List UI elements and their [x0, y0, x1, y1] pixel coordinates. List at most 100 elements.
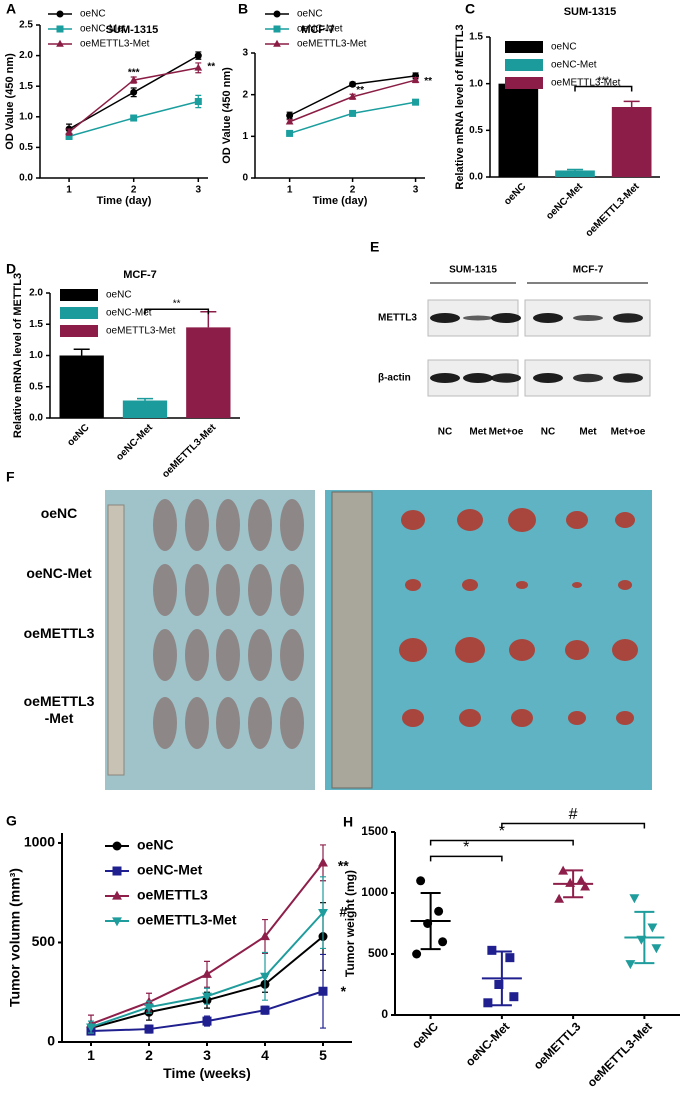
mouse	[248, 629, 272, 681]
marker	[56, 25, 64, 33]
marker	[144, 1024, 154, 1034]
marker	[349, 109, 357, 117]
band	[430, 313, 460, 323]
annotation: ***	[128, 67, 140, 78]
band	[491, 313, 521, 323]
mouse	[216, 499, 240, 551]
y-tick-label: 0.0	[29, 413, 43, 424]
mouse	[216, 697, 240, 749]
legend-label: oeNC	[106, 290, 132, 301]
group-label: MCF-7	[573, 265, 604, 276]
legend-label: oeMETTL3	[137, 887, 208, 903]
band	[573, 373, 603, 383]
mouse	[185, 697, 209, 749]
mice	[153, 499, 304, 749]
band	[463, 315, 493, 321]
marker	[202, 968, 212, 978]
legend-label: oeMETTL3-Met	[80, 39, 150, 50]
marker	[130, 88, 138, 96]
x-tick-label: oeMETTL3	[531, 1019, 584, 1072]
y-tick-label: 1000	[24, 834, 55, 850]
annotation: **	[356, 85, 364, 96]
y-tick-label: 1500	[361, 824, 388, 838]
x-axis-label: Time (day)	[313, 195, 368, 207]
x-axis-label: Time (weeks)	[163, 1065, 251, 1081]
band	[430, 373, 460, 383]
y-tick-label: 1.0	[469, 78, 483, 89]
tumor	[615, 512, 635, 528]
x-tick-label: oeMETTL3-Met	[160, 422, 219, 481]
marker	[194, 98, 202, 105]
band	[533, 313, 563, 323]
lane-label: Met	[579, 427, 597, 438]
mouse	[280, 499, 304, 551]
y-tick-label: 2.5	[19, 20, 33, 31]
marker	[260, 1005, 270, 1015]
significance: *	[499, 823, 505, 840]
y-tick-label: 0.5	[19, 142, 33, 153]
y-tick-label: 2	[242, 89, 248, 100]
marker	[202, 992, 212, 1002]
annotation: **	[207, 61, 215, 72]
mouse	[216, 629, 240, 681]
marker	[565, 877, 576, 887]
mouse	[185, 564, 209, 616]
y-axis-label: Tumor weight (mg)	[343, 870, 357, 977]
x-tick-label: 2	[350, 185, 356, 196]
band	[613, 373, 643, 383]
chart-title: MCF-7	[301, 24, 335, 36]
bar	[122, 400, 168, 418]
x-tick-label: oeNC	[65, 422, 91, 448]
lane-label: Met+oe	[611, 427, 646, 438]
axes	[254, 53, 425, 179]
marker	[434, 906, 444, 916]
error-bar	[137, 397, 153, 401]
mouse	[153, 629, 177, 681]
y-tick-label: 3	[242, 48, 248, 59]
marker	[349, 80, 357, 88]
significance: *	[463, 839, 469, 856]
chart-title: MCF-7	[123, 269, 157, 281]
significance: **	[173, 298, 181, 309]
y-tick-label: 1.5	[19, 81, 33, 92]
significance: #	[569, 806, 578, 823]
marker	[509, 992, 519, 1002]
marker	[348, 92, 357, 100]
panel-letter: D	[6, 261, 16, 277]
marker	[130, 114, 138, 122]
band	[463, 373, 493, 383]
marker	[260, 931, 270, 941]
marker	[112, 917, 122, 927]
tumor	[405, 579, 421, 591]
legend-swatch	[60, 289, 98, 301]
marker	[576, 875, 587, 885]
y-tick-label: 1000	[361, 885, 388, 899]
ruler	[107, 504, 125, 776]
x-tick-label: 1	[66, 185, 72, 196]
marker	[483, 998, 493, 1008]
marker	[487, 945, 497, 955]
legend-label: oeNC	[551, 42, 577, 53]
tumors	[399, 508, 638, 727]
panel-letter: B	[238, 1, 248, 17]
marker	[194, 63, 203, 71]
x-tick-label: oeNC-Met	[114, 422, 155, 463]
annotation: **	[424, 76, 432, 87]
lane-label: Met+oe	[489, 427, 524, 438]
tumor	[618, 580, 632, 590]
x-tick-label: oeMETTL3-Met	[584, 181, 643, 240]
x-tick-label: 4	[261, 1047, 269, 1063]
group-label: SUM-1315	[449, 265, 497, 276]
tumor	[565, 640, 589, 660]
y-tick-label: 2.0	[29, 288, 43, 299]
panel-letter: E	[370, 239, 379, 255]
legend-swatch	[505, 41, 543, 53]
bracket	[501, 822, 646, 829]
tumor	[572, 582, 582, 588]
x-tick-label: oeNC-Met	[544, 181, 585, 222]
marker	[438, 937, 448, 947]
marker	[273, 39, 281, 47]
panel-letter: G	[6, 813, 17, 829]
y-tick-label: 1.0	[29, 350, 43, 361]
